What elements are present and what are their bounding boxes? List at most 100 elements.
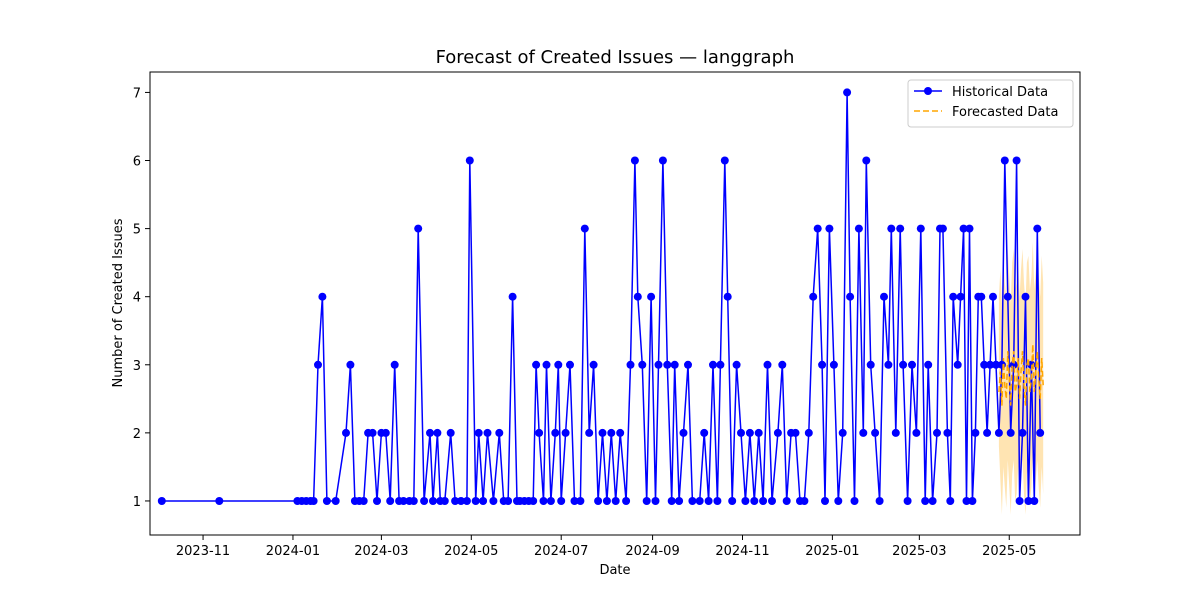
historical-data-point: [1021, 292, 1030, 301]
historical-data-point: [611, 497, 620, 505]
historical-data-point: [429, 497, 437, 505]
historical-data-point: [607, 428, 616, 437]
historical-data-point: [532, 360, 541, 369]
historical-data-point: [433, 428, 442, 437]
historical-data-point: [157, 497, 166, 505]
historical-data-point: [483, 428, 492, 437]
legend-historical-marker: [924, 87, 932, 95]
historical-data-point: [850, 497, 859, 505]
historical-data-point: [754, 428, 763, 437]
historical-data-point: [479, 497, 488, 505]
historical-data-point: [451, 497, 460, 505]
historical-data-point: [778, 360, 787, 369]
historical-data-point: [529, 497, 538, 505]
historical-data-point: [804, 428, 813, 437]
historical-data-point: [1024, 497, 1033, 505]
forecast-series-layer: [998, 344, 1044, 406]
historical-data-point: [535, 428, 544, 437]
x-tick-label: 2024-11: [715, 544, 769, 559]
y-tick-label: 3: [133, 359, 141, 374]
historical-data-point: [554, 360, 563, 369]
y-tick-label: 7: [133, 86, 141, 101]
historical-data-point: [737, 428, 745, 437]
historical-data-point: [414, 224, 423, 233]
historical-data-point: [638, 360, 647, 369]
historical-data-point: [215, 497, 224, 505]
historical-data-point: [1018, 428, 1027, 437]
historical-data-point: [908, 360, 916, 369]
plot-frame: [149, 71, 1081, 536]
historical-data-point: [561, 428, 570, 437]
historical-data-point: [570, 497, 579, 505]
y-tick-label: 1: [133, 495, 141, 510]
historical-data-point: [1030, 497, 1039, 505]
historical-data-point: [651, 497, 660, 505]
historical-data-point: [896, 224, 905, 233]
historical-data-point: [741, 497, 750, 505]
historical-data-point: [598, 428, 607, 437]
historical-data-point: [616, 428, 625, 437]
historical-data-point: [602, 497, 611, 505]
historical-data-point: [373, 497, 381, 505]
historical-data-point: [346, 360, 355, 369]
x-tick-label: 2025-05: [982, 544, 1036, 559]
historical-data-point: [750, 497, 759, 505]
historical-data-point: [759, 497, 768, 505]
chart-title: Forecast of Created Issues — langgraph: [436, 47, 795, 68]
historical-data-point: [791, 428, 800, 437]
historical-data-point: [846, 292, 855, 301]
historical-data-point: [768, 497, 776, 505]
historical-data-point: [446, 428, 455, 437]
historical-data-point: [551, 428, 560, 437]
historical-series-line: [161, 91, 1041, 502]
historical-data-point: [953, 360, 962, 369]
historical-data-point: [980, 360, 989, 369]
historical-data-point: [709, 360, 717, 369]
historical-data-point: [899, 360, 908, 369]
historical-data-point: [921, 497, 930, 505]
historical-data-point: [399, 497, 408, 505]
historical-data-point: [679, 428, 688, 437]
historical-data-point: [862, 156, 871, 165]
historical-data-point: [658, 156, 667, 165]
legend-box: [907, 79, 1074, 128]
historical-data-point: [871, 428, 880, 437]
historical-data-point: [1006, 428, 1015, 437]
historical-data-point: [924, 360, 933, 369]
historical-data-point: [626, 360, 635, 369]
x-tick-label: 2024-09: [625, 544, 679, 559]
x-tick-label: 2025-01: [805, 544, 859, 559]
x-tick-label: 2024-01: [266, 544, 320, 559]
historical-data-point: [630, 156, 639, 165]
historical-data-point: [386, 497, 395, 505]
historical-data-point: [704, 497, 713, 505]
historical-data-point: [821, 497, 829, 505]
historical-data-point: [1003, 292, 1012, 301]
historical-data-point: [834, 497, 843, 505]
historical-data-point: [880, 292, 888, 301]
historical-data-point: [962, 497, 971, 505]
historical-data-point: [504, 497, 513, 505]
historical-data-point: [887, 224, 896, 233]
x-tick-label: 2023-11: [176, 544, 230, 559]
historical-data-point: [390, 360, 399, 369]
historical-data-point: [825, 224, 834, 233]
historical-data-point: [866, 360, 875, 369]
historical-data-point: [773, 428, 782, 437]
historical-data-point: [720, 156, 729, 165]
historical-data-point: [508, 292, 517, 301]
historical-data-point: [580, 224, 589, 233]
historical-data-point: [782, 497, 791, 505]
historical-data-point: [684, 360, 692, 369]
historical-data-point: [994, 428, 1003, 437]
historical-data-point: [557, 497, 566, 505]
y-axis-label: Number of Created Issues: [111, 218, 126, 387]
historical-data-point: [633, 292, 642, 301]
historical-data-point: [342, 428, 350, 437]
historical-data-point: [426, 428, 434, 437]
historical-data-point: [983, 428, 992, 437]
historical-data-point: [409, 497, 418, 505]
y-axis: 1 2 3 4 5 6 7: [133, 86, 150, 510]
historical-data-point: [943, 428, 952, 437]
historical-data-point: [959, 224, 968, 233]
